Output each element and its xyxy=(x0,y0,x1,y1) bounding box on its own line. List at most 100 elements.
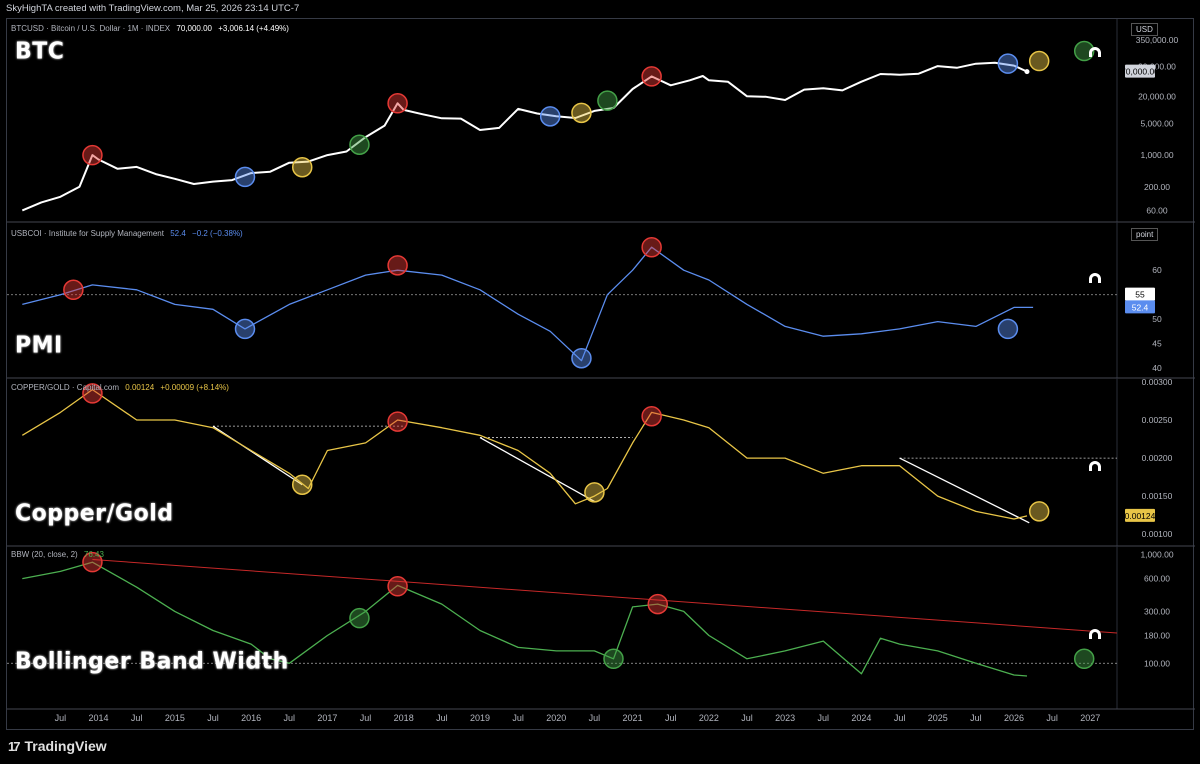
header-bar: SkyHighTA created with TradingView.com, … xyxy=(0,0,1200,18)
magnet-icon xyxy=(1089,47,1101,57)
btc-marker-yellow xyxy=(571,102,592,124)
copper-marker-yellow xyxy=(584,482,605,503)
copper-trendline xyxy=(479,436,595,503)
pmi-price-label: 52.4 xyxy=(1132,302,1149,312)
pmi-series-line xyxy=(22,246,1034,362)
pmi-marker-blue xyxy=(571,347,592,369)
credit-text: SkyHighTA created with TradingView.com, … xyxy=(6,3,300,14)
time-axis-tick: Jul xyxy=(131,713,143,723)
chart-container[interactable]: 350,000.00 90,000.00 20,000.00 5,000.00 1,00… xyxy=(6,18,1195,731)
copper-price-label-bg xyxy=(1125,508,1155,522)
time-axis-tick: Jul xyxy=(665,713,677,723)
copper-legend-last: 0.00124 xyxy=(125,383,155,392)
pmi-axis-tick: 40 xyxy=(1152,363,1162,373)
btc-price-label-bg xyxy=(1125,64,1155,78)
copper-marker-red xyxy=(82,383,103,404)
tradingview-logo[interactable]: 17 TradingView xyxy=(8,738,107,754)
btc-current-dot xyxy=(1024,69,1030,75)
bbw-axis-tick: 180.00 xyxy=(1144,631,1170,641)
btc-marker-yellow xyxy=(291,156,313,178)
btc-legend-last: 70,000.00 xyxy=(176,24,212,33)
pmi-marker-blue xyxy=(997,318,1019,340)
copper-marker-red xyxy=(641,405,662,427)
time-axis-tick: 2019 xyxy=(470,713,490,723)
btc-marker-red xyxy=(641,66,662,87)
time-axis-tick: 2022 xyxy=(699,713,719,723)
magnet-icon xyxy=(1089,273,1101,283)
btc-legend-symbol: BTCUSD · Bitcoin / U.S. Dollar · 1M · IN… xyxy=(11,24,171,33)
time-axis-tick: 2016 xyxy=(241,713,261,723)
pmi-marker-red xyxy=(641,236,662,258)
btc-marker-green xyxy=(597,90,618,111)
tradingview-brand: TradingView xyxy=(24,738,107,754)
pmi-axis-tick: 50 xyxy=(1152,314,1162,324)
copper-title: Copper/Gold xyxy=(15,500,174,527)
bbw-marker-green xyxy=(603,648,624,670)
bbw-axis-tick: 300.00 xyxy=(1144,606,1170,616)
time-axis-tick: Jul xyxy=(284,713,296,723)
btc-marker-red xyxy=(82,144,103,166)
btc-legend: BTCUSD · Bitcoin / U.S. Dollar · 1M · IN… xyxy=(11,24,289,33)
copper-legend: COPPER/GOLD · Capital.com 0.00124 +0.000… xyxy=(11,383,229,392)
pmi-axis-tick: 60 xyxy=(1152,265,1162,275)
pmi-legend: USBCOI · Institute for Supply Management… xyxy=(11,229,243,238)
bbw-series-line xyxy=(22,561,1028,677)
bbw-marker-red xyxy=(387,576,408,597)
pmi-axis-tick: 45 xyxy=(1152,339,1162,349)
time-axis-tick: Jul xyxy=(207,713,219,723)
magnet-icon xyxy=(1089,461,1101,471)
btc-axis-tick: 20,000.00 xyxy=(1138,91,1176,101)
copper-trendline xyxy=(899,457,1030,524)
copper-legend-symbol: COPPER/GOLD · Capital.com xyxy=(11,383,120,392)
chart-canvas[interactable]: 350,000.00 90,000.00 20,000.00 5,000.00 1,00… xyxy=(7,19,1195,731)
bbw-axis-tick: 1,000.00 xyxy=(1140,550,1173,560)
bbw-axis-tick: 600.00 xyxy=(1144,574,1170,584)
time-axis-tick: 2020 xyxy=(546,713,566,723)
btc-series-line xyxy=(21,61,1028,212)
pmi-marker-red xyxy=(63,279,84,301)
copper-marker-yellow xyxy=(291,474,313,495)
pmi-price-label-bg xyxy=(1125,300,1155,314)
bbw-title: Bollinger Band Width xyxy=(15,648,289,675)
time-axis-tick: Jul xyxy=(818,713,830,723)
pmi-unit-button[interactable]: point xyxy=(1131,228,1159,241)
time-axis-tick: 2026 xyxy=(1004,713,1024,723)
btc-marker-blue xyxy=(539,106,561,127)
pmi-legend-symbol: USBCOI · Institute for Supply Management xyxy=(11,229,164,238)
time-axis-tick: Jul xyxy=(589,713,601,723)
btc-title: BTC xyxy=(15,38,65,65)
time-axis-tick: 2017 xyxy=(317,713,337,723)
time-axis-tick: 2015 xyxy=(165,713,185,723)
copper-axis-tick: 0.00300 xyxy=(1142,377,1173,387)
btc-axis-tick: 1,000.00 xyxy=(1140,150,1173,160)
footer: 17 TradingView xyxy=(0,730,1200,764)
time-axis-tick: Jul xyxy=(741,713,753,723)
time-axis-tick: Jul xyxy=(436,713,448,723)
btc-axis-tick: 90,000.00 xyxy=(1138,62,1176,72)
pmi-marker-red xyxy=(387,255,408,276)
pmi-legend-last: 52.4 xyxy=(170,229,186,238)
time-axis-tick: 2018 xyxy=(394,713,414,723)
time-axis-tick: Jul xyxy=(894,713,906,723)
pmi-ref-label-bg xyxy=(1125,287,1155,301)
bbw-marker-green xyxy=(349,607,370,629)
time-axis-tick: 2021 xyxy=(623,713,643,723)
time-axis-tick: 2025 xyxy=(928,713,948,723)
time-axis-tick: 2024 xyxy=(851,713,871,723)
btc-axis-tick: 5,000.00 xyxy=(1140,119,1173,129)
time-axis-tick: 2023 xyxy=(775,713,795,723)
copper-axis-tick: 0.00150 xyxy=(1142,491,1173,501)
magnet-icon xyxy=(1089,629,1101,639)
copper-axis-tick: 0.00250 xyxy=(1142,415,1173,425)
btc-marker-red xyxy=(387,93,408,114)
bbw-trendline xyxy=(92,558,1118,634)
btc-marker-green xyxy=(349,134,370,155)
btc-unit-button[interactable]: USD xyxy=(1131,23,1158,36)
bbw-legend: BBW (20, close, 2) 76.43 xyxy=(11,550,104,559)
copper-marker-yellow xyxy=(1028,501,1050,522)
time-axis-tick: Jul xyxy=(1046,713,1058,723)
copper-axis-tick: 0.00100 xyxy=(1142,529,1173,539)
bbw-axis-tick: 100.00 xyxy=(1144,658,1170,668)
pmi-title: PMI xyxy=(15,332,63,359)
time-axis-tick: 2014 xyxy=(89,713,109,723)
